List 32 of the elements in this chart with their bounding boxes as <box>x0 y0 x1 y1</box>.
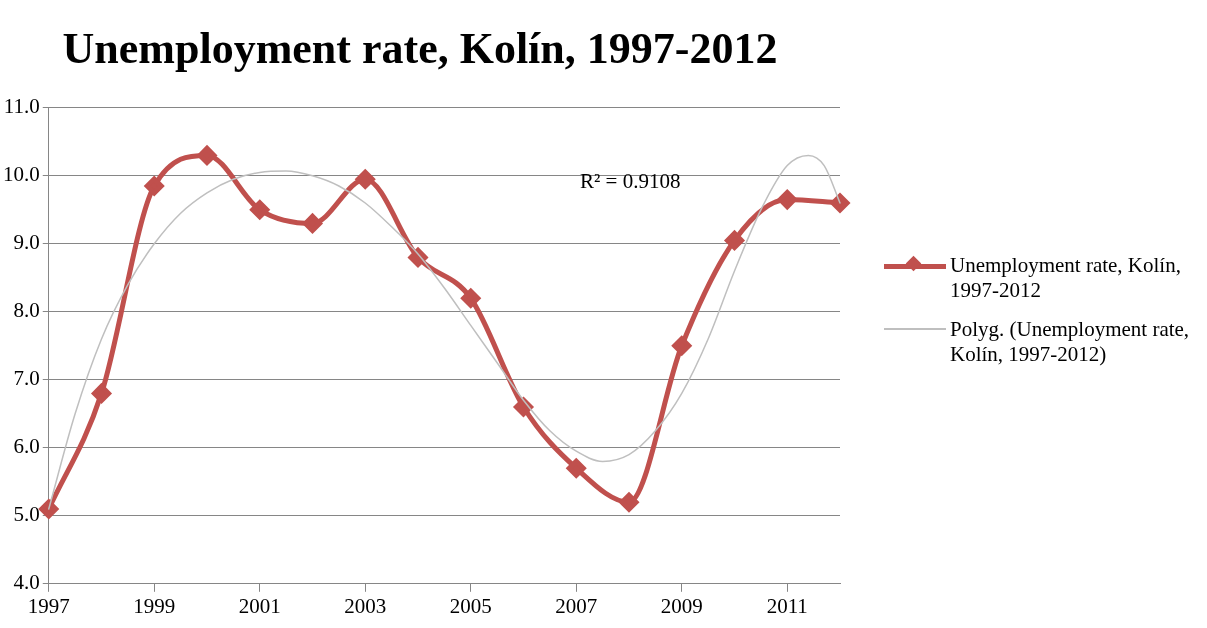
x-tick-label: 2005 <box>449 593 492 618</box>
point <box>619 492 639 512</box>
point <box>461 288 481 308</box>
x-tick-label: 2003 <box>344 593 387 618</box>
y-tick-label: 4.0 <box>13 570 40 595</box>
y-tick-label: 9.0 <box>13 230 40 255</box>
point <box>777 190 797 210</box>
point <box>92 383 111 403</box>
y-tick-label: 7.0 <box>13 366 40 391</box>
y-tick-label: 6.0 <box>13 434 40 459</box>
x-tick-label: 1997 <box>27 593 70 618</box>
point <box>566 458 586 478</box>
point <box>672 336 692 356</box>
y-tick-label: 11.0 <box>3 94 40 119</box>
legend-label: Polyg. (Unemployment rate, Kolín, 1997-2012) <box>950 317 1191 367</box>
point <box>725 230 744 250</box>
x-tick-label: 2009 <box>660 593 703 618</box>
point <box>355 169 375 189</box>
x-tick-label: 2001 <box>238 593 281 618</box>
point <box>144 176 164 196</box>
y-tick-label: 5.0 <box>13 502 40 527</box>
annotation: R² = 0.9108 <box>580 169 681 194</box>
x-tick-label: 2007 <box>555 593 598 618</box>
point <box>303 213 322 233</box>
chart-title: Unemployment rate, Kolín, 1997-2012 <box>62 23 778 73</box>
point <box>197 145 217 165</box>
legend-label: Unemployment rate, Kolín, 1997-2012 <box>950 253 1182 303</box>
x-tick-label: 2011 <box>766 593 808 618</box>
point <box>250 200 270 220</box>
x-tick-label: 1999 <box>133 593 176 618</box>
y-tick-label: 8.0 <box>13 298 40 323</box>
y-tick-label: 10.0 <box>3 162 40 187</box>
